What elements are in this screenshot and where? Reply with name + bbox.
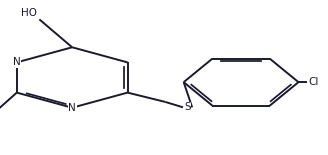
- Text: N: N: [68, 103, 76, 113]
- Text: N: N: [13, 57, 21, 67]
- Text: Cl: Cl: [308, 77, 319, 87]
- Text: HO: HO: [21, 8, 37, 18]
- Text: S: S: [184, 102, 191, 112]
